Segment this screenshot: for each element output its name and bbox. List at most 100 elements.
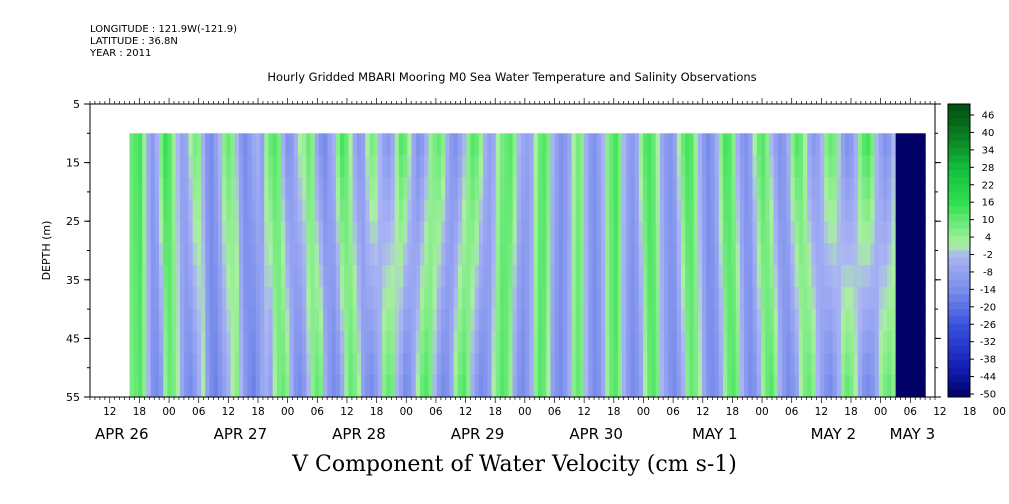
- heatmap-cell: [432, 221, 438, 244]
- heatmap-cell: [441, 243, 446, 266]
- heatmap-cell: [306, 243, 312, 266]
- heatmap-cell: [533, 155, 539, 178]
- heatmap-cell: [432, 199, 438, 222]
- heatmap-cell: [205, 375, 211, 398]
- heatmap-cell: [765, 375, 770, 398]
- heatmap-cell: [184, 221, 190, 244]
- heatmap-cell: [331, 133, 337, 156]
- heatmap-cell: [159, 287, 164, 310]
- heatmap-cell: [188, 243, 194, 266]
- heatmap-cell: [453, 199, 459, 222]
- colorbar-band: [948, 250, 970, 259]
- heatmap-cell: [638, 199, 644, 222]
- heatmap-cell: [297, 133, 303, 156]
- heatmap-cell: [137, 199, 143, 222]
- heatmap-cell: [382, 265, 387, 288]
- heatmap-cell: [356, 199, 362, 222]
- heatmap-cell: [622, 133, 627, 156]
- heatmap-cell: [226, 155, 232, 178]
- heatmap-cell: [807, 353, 813, 376]
- heatmap-cell: [895, 199, 901, 222]
- heatmap-cell: [154, 177, 160, 200]
- heatmap-cell: [693, 353, 699, 376]
- heatmap-cell: [626, 243, 632, 266]
- heatmap-cell: [268, 243, 274, 266]
- heatmap-cell: [794, 331, 800, 354]
- heatmap-cell: [230, 199, 236, 222]
- heatmap-cell: [533, 199, 539, 222]
- heatmap-cell: [478, 265, 484, 288]
- heatmap-cell: [264, 375, 270, 398]
- heatmap-cell: [335, 309, 341, 332]
- heatmap-cell: [441, 375, 446, 398]
- heatmap-cell: [386, 221, 392, 244]
- heatmap-cell: [483, 353, 488, 376]
- heatmap-cell: [558, 265, 564, 288]
- heatmap-cell: [289, 243, 295, 266]
- heatmap-cell: [718, 309, 724, 332]
- heatmap-cell: [609, 331, 615, 354]
- heatmap-cell: [584, 265, 589, 288]
- heatmap-cell: [234, 309, 240, 332]
- heatmap-cell: [487, 353, 493, 376]
- colorbar-tick-label: 4: [985, 233, 991, 244]
- heatmap-cell: [247, 331, 253, 354]
- heatmap-cell: [908, 375, 914, 398]
- heatmap-cell: [769, 155, 775, 178]
- heatmap-cell: [272, 199, 278, 222]
- heatmap-cell: [853, 133, 859, 156]
- heatmap-cell: [323, 243, 328, 266]
- heatmap-cell: [415, 133, 421, 156]
- heatmap-cell: [462, 155, 467, 178]
- heatmap-cell: [588, 243, 594, 266]
- heatmap-cell: [247, 265, 253, 288]
- heatmap-cell: [373, 199, 379, 222]
- heatmap-cell: [840, 133, 846, 156]
- heatmap-cell: [344, 331, 350, 354]
- heatmap-cell: [272, 309, 278, 332]
- heatmap-cell: [883, 309, 888, 332]
- heatmap-cell: [697, 309, 703, 332]
- heatmap-cell: [849, 287, 855, 310]
- heatmap-cell: [600, 331, 606, 354]
- heatmap-cell: [302, 265, 307, 288]
- heatmap-cell: [344, 221, 350, 244]
- heatmap-cell: [617, 243, 623, 266]
- heatmap-cell: [428, 287, 434, 310]
- heatmap-cell: [685, 331, 690, 354]
- heatmap-cell: [874, 375, 880, 398]
- heatmap-cell: [268, 221, 274, 244]
- heatmap-cell: [883, 177, 888, 200]
- heatmap-cell: [462, 353, 467, 376]
- heatmap-cell: [234, 155, 240, 178]
- heatmap-cell: [617, 221, 623, 244]
- heatmap-cell: [289, 221, 295, 244]
- heatmap-cell: [891, 133, 897, 156]
- heatmap-cell: [782, 353, 787, 376]
- heatmap-cell: [516, 309, 522, 332]
- heatmap-cell: [626, 155, 632, 178]
- colorbar-tick-label: -20: [980, 302, 996, 313]
- heatmap-cell: [432, 353, 438, 376]
- heatmap-cell: [853, 265, 859, 288]
- heatmap-cell: [883, 243, 888, 266]
- heatmap-cell: [441, 177, 446, 200]
- heatmap-cell: [281, 375, 286, 398]
- heatmap-cell: [668, 221, 674, 244]
- heatmap-cell: [297, 265, 303, 288]
- heatmap-cell: [630, 155, 636, 178]
- heatmap-cell: [167, 353, 173, 376]
- heatmap-cell: [205, 287, 211, 310]
- heatmap-cell: [302, 309, 307, 332]
- heatmap-cell: [419, 133, 425, 156]
- heatmap-cell: [811, 243, 817, 266]
- heatmap-cell: [739, 309, 745, 332]
- heatmap-cell: [840, 243, 846, 266]
- heatmap-cell: [777, 199, 783, 222]
- heatmap-cell: [474, 177, 480, 200]
- heatmap-cell: [899, 265, 905, 288]
- heatmap-cell: [445, 221, 451, 244]
- heatmap-cell: [209, 155, 215, 178]
- heatmap-cell: [411, 309, 417, 332]
- heatmap-cell: [499, 221, 505, 244]
